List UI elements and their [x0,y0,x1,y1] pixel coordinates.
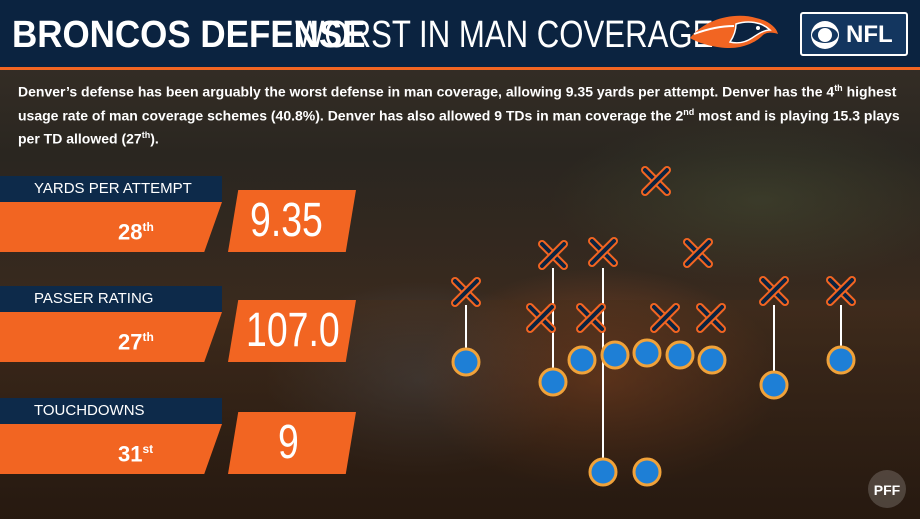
rank-suffix: th [142,220,154,234]
defender-x-marker [650,303,680,333]
rank-suffix: th [142,330,154,344]
stat-rank: 31st [118,424,153,479]
desc-sup: th [141,130,151,141]
rank-suffix: st [142,442,154,456]
desc-part: Denver’s defense has been arguably the w… [18,83,835,100]
network-logo: NFL [800,12,908,56]
title-bold: BRONCOS DEFENSE [12,14,366,56]
offense-player-circle [632,457,662,487]
stat-value: 9.35 [250,194,323,247]
offense-player-circle [538,367,568,397]
offense-player-circle [665,340,695,370]
stat-rank: 28th [118,202,154,257]
stat-label-yards-per-attempt: YARDS PER ATTEMPT [0,176,222,202]
defender-x-marker [641,166,671,196]
desc-part: ). [150,130,159,147]
stat-value-box [228,190,356,252]
cbs-eye-icon [811,21,839,49]
offense-player-circle [632,338,662,368]
offense-player-circle [567,345,597,375]
stat-value: 107.0 [246,304,340,357]
offense-player-circle [588,457,618,487]
stat-label-touchdowns: TOUCHDOWNS [0,398,222,424]
broncos-logo-icon [690,15,778,49]
defender-x-marker [588,237,618,267]
rank-number: 28 [118,219,143,245]
svg-text:PFF: PFF [874,482,901,498]
offense-player-circle [600,340,630,370]
defender-x-marker [451,277,481,307]
stat-rank-box [0,424,222,474]
defender-x-marker [826,276,856,306]
desc-part: most and is playing 15.3 plays per TD al… [18,107,900,147]
stat-value-box [228,412,356,474]
title-light: WORST IN MAN COVERAGE [295,14,714,56]
desc-sup: nd [683,106,695,117]
offense-player-circle [451,347,481,377]
description: Denver’s defense has been arguably the w… [18,78,908,149]
defender-x-marker [576,303,606,333]
stat-rank: 27th [118,312,154,367]
desc-sup: th [834,83,843,93]
rank-number: 31 [118,441,143,467]
stat-rank-box [0,202,222,252]
desc-part: highest usage rate of man coverage schem… [18,83,897,124]
stat-label-passer-rating: PASSER RATING [0,286,222,312]
defender-x-marker [759,276,789,306]
defender-x-marker [526,303,556,333]
stat-value: 9 [278,416,299,469]
defender-x-marker [538,240,568,270]
nfl-text: NFL [846,21,893,48]
stat-rank-box [0,312,222,362]
header-bar: BRONCOS DEFENSE WORST IN MAN COVERAGE NF… [0,0,920,70]
defender-x-marker [696,303,726,333]
stat-value-box [228,300,356,362]
defender-x-marker [683,238,713,268]
offense-player-circle [697,345,727,375]
offense-player-circle [826,345,856,375]
rank-number: 27 [118,329,143,355]
pff-logo-icon: PFF [868,470,906,508]
offense-player-circle [759,370,789,400]
